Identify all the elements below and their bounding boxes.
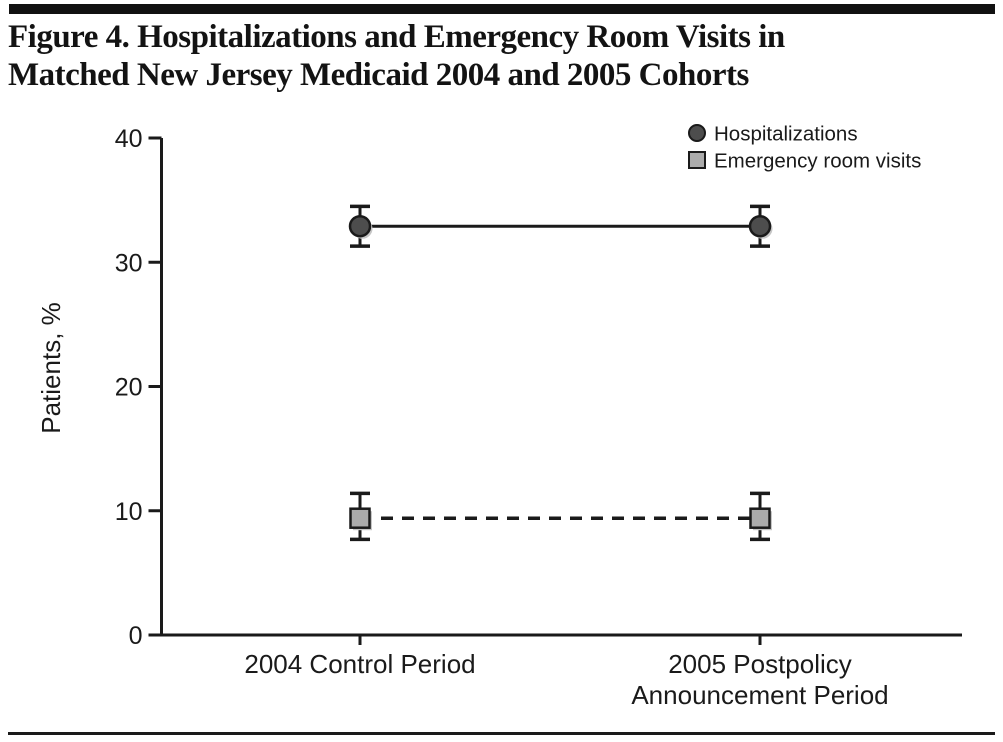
- data-point-er-visits-0: [349, 507, 371, 529]
- data-point-hospitalizations-0: [348, 214, 372, 238]
- x-tick-label-1-0: 2005 Postpolicy: [668, 649, 852, 679]
- y-axis-title: Patients, %: [36, 302, 66, 434]
- legend-label-hospitalizations: Hospitalizations: [714, 123, 858, 146]
- y-tick-label-30: 30: [115, 249, 143, 277]
- header-rule: [9, 4, 995, 14]
- y-tick-label-20: 20: [115, 374, 143, 402]
- legend-marker-hospitalizations: [688, 124, 706, 142]
- footer-rule: [8, 732, 995, 735]
- data-point-er-visits-1: [749, 507, 771, 529]
- figure-title: Figure 4. Hospitalizations and Emergency…: [8, 19, 785, 94]
- legend-label-er-visits: Emergency room visits: [714, 150, 921, 173]
- legend-marker-er-visits: [688, 151, 706, 169]
- y-tick-label-10: 10: [115, 498, 143, 526]
- y-tick-label-0: 0: [129, 622, 143, 650]
- y-tick-label-40: 40: [115, 125, 143, 153]
- data-point-hospitalizations-1: [748, 214, 772, 238]
- x-tick-label-0-0: 2004 Control Period: [244, 649, 475, 679]
- x-tick-label-1-1: Announcement Period: [631, 680, 888, 710]
